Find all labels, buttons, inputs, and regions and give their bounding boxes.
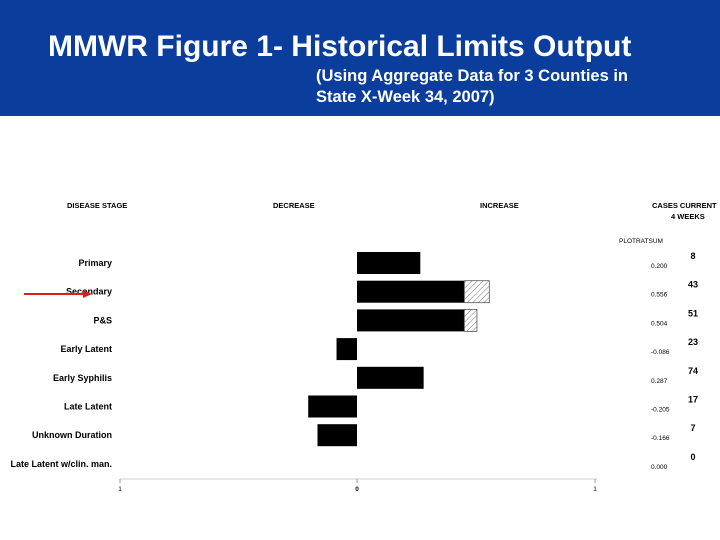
category-label: Late Latent <box>64 402 112 412</box>
header-decrease: DECREASE <box>273 201 315 210</box>
header-cases-current: CASES CURRENT <box>652 201 717 210</box>
cases-count: 23 <box>688 337 698 347</box>
category-label: Primary <box>78 258 112 268</box>
ratio-label: 0.287 <box>651 378 668 385</box>
ratio-label: -0.086 <box>651 349 670 356</box>
slide-title: MMWR Figure 1- Historical Limits Output <box>48 30 632 63</box>
historical-limits-chart: DISEASE STAGE DECREASE INCREASE CASES CU… <box>10 201 717 493</box>
category-label: Late Latent w/clin. man. <box>10 459 112 469</box>
beyond-limits-segment <box>463 308 478 332</box>
header-increase: INCREASE <box>480 201 519 210</box>
plot-area: DISEASE STAGE DECREASE INCREASE CASES CU… <box>0 116 720 540</box>
ratio-label: 0.504 <box>651 320 668 327</box>
cases-count: 0 <box>690 452 695 462</box>
category-label: Unknown Duration <box>32 430 112 440</box>
ratio-label: 0.200 <box>651 263 668 270</box>
bar <box>357 366 424 389</box>
bar <box>336 338 357 361</box>
cases-count: 51 <box>688 308 698 318</box>
cases-count: 8 <box>690 251 695 261</box>
header-four-weeks: 4 WEEKS <box>671 212 705 221</box>
category-label: Secondary <box>66 287 112 297</box>
slide-header: MMWR Figure 1- Historical Limits Output … <box>0 0 720 116</box>
bar <box>317 424 357 447</box>
cases-count: 7 <box>690 423 695 433</box>
chart-rows: Primary 0.200 8 Secondary 0.556 43 P&S 0.504 51 E… <box>10 251 698 471</box>
subtitle-line-1: (Using Aggregate Data for 3 Counties in <box>316 67 629 85</box>
ratio-label: 0.000 <box>651 464 668 471</box>
cases-count: 43 <box>688 280 698 290</box>
slide-subtitle: (Using Aggregate Data for 3 Counties in … <box>316 66 696 108</box>
x-tick-label-left: 1 <box>118 486 122 493</box>
cases-count: 17 <box>688 395 698 405</box>
bar <box>357 252 421 274</box>
subtitle-line-2: State X-Week 34, 2007) <box>316 88 495 106</box>
header-plotratsum: PLOTRATSUM <box>619 238 663 245</box>
ratio-label: -0.205 <box>651 407 670 414</box>
ratio-label: -0.166 <box>651 435 670 442</box>
ratio-label: 0.556 <box>651 292 668 299</box>
header-disease-stage: DISEASE STAGE <box>67 201 127 210</box>
category-label: P&S <box>93 315 112 325</box>
cases-count: 74 <box>688 366 698 376</box>
category-label: Early Latent <box>60 344 112 354</box>
beyond-limits-segment <box>463 280 490 304</box>
bar <box>308 395 357 418</box>
highlight-arrow-head <box>83 290 92 298</box>
category-label: Early Syphilis <box>53 373 112 383</box>
bar <box>357 309 465 332</box>
bar <box>357 280 465 303</box>
x-tick-label-right: 1 <box>593 486 597 493</box>
x-tick-label-center: 0 <box>355 486 359 493</box>
